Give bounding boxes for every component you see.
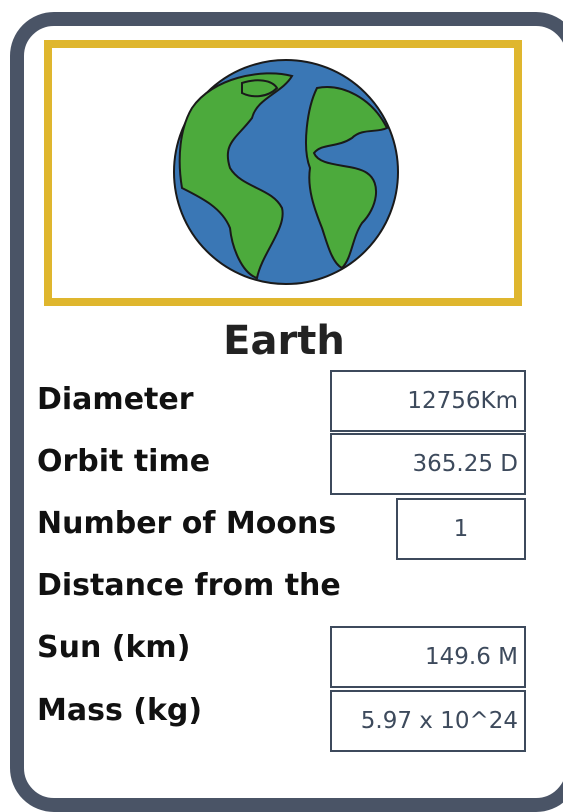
- stat-label: Diameter: [37, 382, 194, 417]
- stat-value: 5.97 x 10^24: [330, 690, 526, 752]
- stat-label: Sun (km): [37, 630, 190, 665]
- earth-image: [52, 48, 514, 298]
- stat-label: Orbit time: [37, 444, 210, 479]
- stat-label: Number of Moons: [37, 506, 336, 541]
- card-title: Earth: [0, 318, 563, 364]
- stat-value: 12756Km: [330, 370, 526, 432]
- stat-value: 149.6 M: [330, 626, 526, 688]
- page: Earth Diameter 12756Km Orbit time 365.25…: [0, 0, 563, 798]
- stat-label: Mass (kg): [37, 693, 202, 728]
- image-frame: [44, 40, 522, 306]
- stat-label: Distance from the: [37, 568, 341, 603]
- stat-value: 365.25 D: [330, 433, 526, 495]
- stat-value: 1: [396, 498, 526, 560]
